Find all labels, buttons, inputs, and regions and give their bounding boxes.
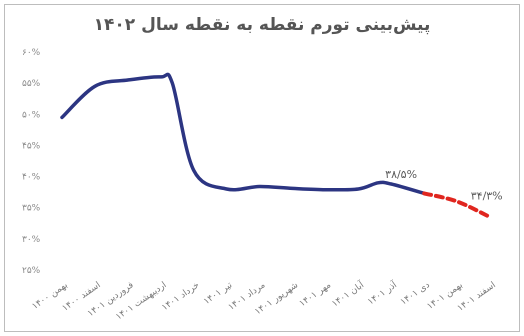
y-tick-label: ۳۰%	[22, 235, 41, 245]
y-tick-label: ۴۰%	[22, 173, 41, 183]
x-tick-label: خرداد ۱۴۰۱	[160, 280, 201, 313]
x-tick-label: مهر ۱۴۰۱	[298, 280, 333, 309]
y-tick-label: ۲۵%	[22, 266, 41, 276]
chart-title: پیش‌بینی تورم نقطه به نقطه سال ۱۴۰۲	[93, 15, 431, 35]
y-tick-label: ۳۵%	[22, 204, 41, 214]
x-tick-label: آذر ۱۴۰۱	[365, 278, 399, 307]
y-tick-label: ۵۵%	[22, 79, 41, 89]
y-tick-label: ۵۰%	[22, 110, 41, 120]
y-tick-label: ۶۰%	[22, 48, 41, 58]
data-label: ۳۸/۵%	[385, 168, 417, 181]
chart-frame: پیش‌بینی تورم نقطه به نقطه سال ۱۴۰۲	[4, 4, 520, 332]
x-tick-label: آبان ۱۴۰۱	[329, 278, 366, 309]
data-label: ۳۴/۳%	[471, 190, 503, 203]
actual-series-line	[60, 72, 426, 196]
y-tick-label: ۴۵%	[22, 141, 41, 151]
forecast-series-line	[422, 191, 492, 220]
